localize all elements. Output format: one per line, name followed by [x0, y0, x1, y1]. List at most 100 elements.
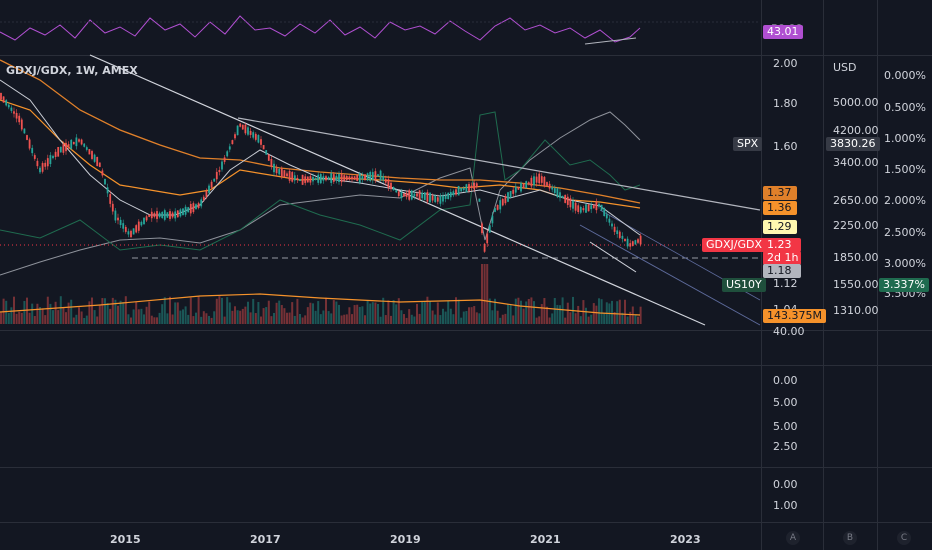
candle-body — [442, 195, 444, 202]
volume-bar — [592, 303, 595, 324]
candle-body — [124, 226, 127, 232]
candle-body — [603, 207, 606, 217]
volume-bar — [228, 302, 231, 324]
candle-body — [561, 195, 564, 199]
candle-body — [556, 188, 559, 198]
volume-bar — [7, 312, 10, 324]
volume-bar — [174, 302, 177, 324]
pane-a-button[interactable]: A — [786, 531, 800, 545]
candle-body — [335, 175, 338, 181]
pair-name-tag: GDXJ/GDX — [702, 238, 767, 252]
volume-bar — [210, 317, 213, 324]
volume-bar — [564, 317, 567, 324]
candle-body — [540, 176, 543, 183]
candle-body — [475, 183, 478, 188]
candle-body — [75, 137, 78, 147]
candle-body — [330, 173, 333, 183]
candle-body — [520, 182, 522, 192]
volume-bar — [426, 296, 429, 324]
candle-body — [72, 141, 75, 145]
volume-bar — [400, 310, 403, 324]
candle-body — [150, 211, 153, 219]
candle-body — [444, 195, 447, 199]
volume-bar — [215, 298, 218, 324]
candle-body — [618, 231, 621, 238]
candle-body — [205, 190, 208, 197]
candle-body — [413, 193, 416, 197]
volume-bar — [475, 312, 478, 324]
candle-body — [397, 191, 400, 197]
candle-body — [78, 139, 80, 142]
volume-bar — [530, 297, 533, 324]
candle-body — [145, 216, 148, 221]
candle-body — [163, 210, 166, 220]
candle-body — [319, 174, 322, 184]
candle-body — [231, 140, 234, 145]
pane-a-tick: 5.00 — [773, 396, 798, 409]
candle-body — [241, 124, 244, 130]
volume-bar — [293, 315, 296, 324]
volume-bar — [390, 315, 392, 324]
spx-tick: 2650.00 — [833, 194, 879, 207]
candle-body — [431, 195, 434, 201]
candle-body — [369, 171, 372, 181]
volume-bar — [132, 309, 135, 324]
candle-body — [54, 151, 57, 157]
volume-bar — [522, 308, 525, 324]
volume-bar — [413, 316, 416, 324]
candle-body — [130, 230, 132, 238]
candle-body — [499, 200, 502, 210]
candle-body — [122, 223, 125, 229]
volume-bar — [579, 316, 582, 324]
volume-bar — [488, 298, 491, 324]
candle-body — [449, 191, 452, 198]
volume-bar — [296, 298, 299, 324]
volume-bar — [291, 302, 294, 324]
candle-body — [223, 157, 226, 162]
rsi-line — [0, 15, 641, 43]
volume-bar — [223, 316, 226, 324]
volume-bar — [366, 300, 369, 324]
volume-bar — [496, 310, 499, 324]
x-axis-label: 2017 — [250, 533, 281, 546]
volume-bar — [221, 297, 223, 324]
candle-body — [15, 112, 18, 119]
candle-body — [486, 233, 489, 244]
volume-bar — [304, 315, 307, 324]
volume-bar — [535, 317, 538, 324]
candle-body — [33, 155, 36, 159]
pct-tick: 2.000% — [884, 194, 926, 207]
candle-body — [304, 176, 307, 183]
candle-body — [429, 192, 431, 203]
volume-bar — [374, 302, 377, 324]
candle-body — [195, 204, 197, 209]
volume-bar — [101, 298, 104, 324]
volume-bar — [41, 308, 44, 324]
candle-body — [403, 193, 405, 197]
candle-body — [377, 174, 379, 177]
candle-body — [436, 197, 439, 202]
volume-bar — [145, 306, 148, 324]
price-tick: 1.60 — [773, 140, 798, 153]
volume-bar — [392, 300, 395, 324]
pane-c-tick: 0.00 — [773, 478, 798, 491]
volume-bar — [481, 264, 483, 324]
volume-bar — [494, 298, 496, 324]
volume-bar — [556, 304, 559, 324]
bar-countdown-tag: 2d 1h — [763, 251, 801, 265]
candle-body — [371, 172, 374, 181]
candle-body — [400, 191, 403, 199]
candle-body — [634, 240, 637, 245]
volume-bar — [153, 317, 156, 324]
pane-c-button[interactable]: C — [897, 531, 911, 545]
candle-body — [358, 173, 361, 183]
candle-body — [280, 168, 283, 177]
pane-b-button[interactable]: B — [843, 531, 857, 545]
candle-body — [306, 176, 309, 183]
candle-body — [57, 146, 60, 157]
volume-bar — [182, 309, 184, 324]
volume-bar — [88, 301, 91, 324]
volume-bar — [150, 315, 153, 324]
volume-bar — [364, 315, 366, 324]
price-axis-border — [761, 0, 762, 550]
